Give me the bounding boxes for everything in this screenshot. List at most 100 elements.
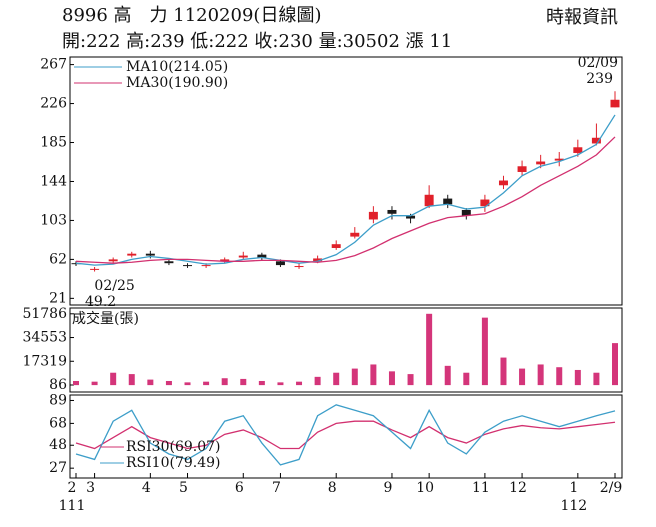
- candle-body: [294, 266, 304, 268]
- candle-body: [461, 209, 471, 216]
- candle-body: [498, 180, 508, 186]
- legend-label: MA10(214.05): [126, 59, 228, 75]
- volume-bar: [463, 372, 470, 386]
- volume-bar: [407, 374, 414, 386]
- candle-body: [573, 147, 583, 153]
- annotation: 02/25: [94, 278, 134, 294]
- y-tick-label: 89: [49, 392, 67, 408]
- quote-info: 開:222 高:239 低:222 收:230 量:30502 漲 11: [62, 31, 452, 52]
- x-tick-label: 2/9: [600, 480, 623, 496]
- year-label: 111: [59, 498, 86, 514]
- y-tick-label: 62: [49, 251, 67, 267]
- candle-body: [350, 232, 360, 237]
- line: [75, 404, 616, 466]
- candle-body: [368, 211, 378, 220]
- volume-bar: [128, 374, 135, 386]
- annotation: 239: [586, 71, 613, 87]
- candle-body: [220, 259, 230, 262]
- candle-body: [591, 137, 601, 144]
- year-label: 112: [560, 498, 587, 514]
- candle-body: [610, 99, 620, 108]
- volume-bar: [240, 378, 247, 386]
- source: 時報資訊: [546, 7, 618, 28]
- annotation: 02/09: [578, 55, 618, 71]
- volume-bar: [519, 368, 526, 386]
- candle-body: [331, 244, 341, 248]
- candle-body: [517, 166, 527, 172]
- candle-body: [443, 198, 453, 205]
- line: [75, 136, 616, 264]
- panel-frame: [69, 394, 623, 479]
- volume-bar: [388, 371, 395, 386]
- volume-bar: [370, 364, 377, 386]
- y-tick-label: 48: [49, 437, 67, 453]
- y-tick-label: 21: [49, 290, 67, 306]
- y-tick-label: 51786: [22, 306, 67, 322]
- panel-label: 成交量(張): [72, 310, 139, 327]
- volume-bar: [73, 380, 79, 386]
- candle-body: [275, 261, 285, 266]
- candle-body: [313, 258, 323, 262]
- y-tick-label: 144: [40, 173, 67, 189]
- x-tick-label: 5: [179, 480, 188, 496]
- candle-body: [257, 254, 267, 258]
- candle-body: [480, 199, 490, 207]
- x-tick-label: 12: [509, 480, 527, 496]
- volume-bar: [593, 372, 600, 386]
- candle-body: [183, 265, 193, 267]
- y-tick-label: 267: [40, 57, 67, 73]
- y-tick-label: 27: [49, 460, 67, 476]
- x-tick-label: 2: [68, 480, 77, 496]
- volume-bar: [481, 317, 488, 386]
- candle-body: [406, 215, 416, 219]
- y-tick-label: 226: [40, 96, 67, 112]
- line: [75, 420, 616, 450]
- volume-bar: [91, 381, 98, 386]
- volume-bar: [314, 376, 321, 386]
- volume-bar: [351, 368, 358, 386]
- candle-body: [90, 268, 100, 270]
- volume-bar: [147, 379, 154, 386]
- x-tick-label: 10: [416, 480, 434, 496]
- candle-body: [108, 259, 118, 262]
- volume-bar: [426, 313, 433, 386]
- legend-label: RSI10(79.49): [126, 455, 220, 471]
- volume-bar: [500, 357, 507, 386]
- y-tick-label: 34553: [22, 330, 67, 346]
- volume-bar: [574, 369, 581, 386]
- volume-bar: [165, 380, 172, 386]
- candle-body: [164, 261, 174, 264]
- candle-body: [424, 194, 434, 207]
- line: [75, 114, 616, 266]
- candle-body: [127, 253, 137, 256]
- volume-bar: [296, 381, 303, 386]
- panel-frame: [69, 307, 623, 393]
- candle-body: [387, 209, 397, 214]
- candle-body: [536, 161, 546, 165]
- volume-bar: [221, 378, 228, 386]
- y-tick-label: 185: [40, 135, 67, 151]
- candle-body: [201, 265, 211, 267]
- x-tick-label: 6: [235, 480, 244, 496]
- x-tick-label: 8: [328, 480, 337, 496]
- y-tick-label: 86: [49, 377, 67, 393]
- volume-bar: [556, 367, 563, 386]
- volume-bar: [110, 372, 117, 386]
- candle-body: [554, 158, 564, 161]
- volume-bar: [537, 364, 544, 386]
- volume-bar: [612, 343, 618, 386]
- x-tick-label: 1: [569, 480, 578, 496]
- volume-bar: [203, 381, 210, 386]
- x-tick-label: 11: [472, 480, 490, 496]
- y-tick-label: 17319: [22, 353, 67, 369]
- x-tick-label: 9: [384, 480, 393, 496]
- volume-bar: [184, 382, 191, 386]
- x-tick-label: 3: [86, 480, 95, 496]
- volume-bar: [258, 380, 265, 386]
- x-tick-label: 7: [272, 480, 281, 496]
- candle-body: [145, 253, 155, 256]
- volume-bar: [333, 372, 340, 386]
- volume-bar: [277, 382, 284, 386]
- volume-bar: [444, 365, 451, 386]
